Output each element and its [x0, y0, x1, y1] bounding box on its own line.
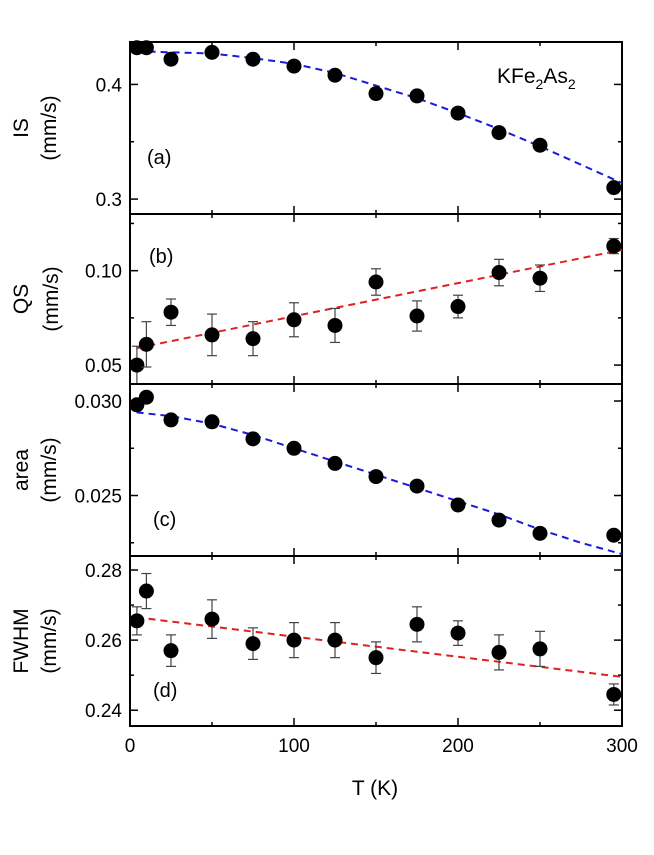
x-tick-label: 0 [125, 736, 136, 757]
y-axis-unit: (mm/s) [38, 437, 61, 502]
y-axis-label: FWHM [10, 608, 33, 673]
x-tick-label: 200 [442, 736, 474, 757]
y-axis-unit: (mm/s) [38, 608, 61, 673]
data-point [129, 357, 145, 373]
y-axis-unit: (mm/s) [40, 266, 63, 331]
data-point [450, 105, 466, 121]
data-point [129, 613, 145, 629]
data-point [450, 497, 466, 513]
data-point [491, 512, 507, 528]
data-point [491, 644, 507, 660]
y-tick-label: 0.26 [85, 631, 122, 652]
data-point [138, 40, 154, 56]
compound-label: KFe2As2 [497, 65, 576, 92]
y-tick-label: 0.025 [74, 487, 122, 508]
y-tick-label: 0.24 [85, 701, 122, 722]
panel-a: 0.3 0.4 IS (mm/s) (a) [10, 40, 623, 215]
data-point [327, 67, 343, 83]
data-point [606, 238, 622, 254]
data-point [450, 299, 466, 315]
data-point [327, 632, 343, 648]
data-point [204, 611, 220, 627]
data-point [409, 88, 425, 104]
y-axis-label: area [10, 449, 33, 491]
data-point [532, 525, 548, 541]
data-point [286, 312, 302, 328]
data-point [327, 317, 343, 333]
x-tick-label: 100 [278, 736, 310, 757]
data-point [491, 265, 507, 281]
panel-frame [129, 555, 623, 727]
y-tick-label: 0.3 [96, 190, 122, 211]
data-point [138, 389, 154, 405]
data-point [368, 86, 384, 102]
y-axis-label: QS [10, 284, 33, 314]
x-axis: 0 100 200 300 [125, 736, 638, 757]
data-point [286, 440, 302, 456]
data-point [163, 643, 179, 659]
data-point [368, 469, 384, 485]
y-tick-label: 0.05 [85, 356, 122, 377]
data-point [491, 125, 507, 141]
data-point [163, 412, 179, 428]
panel-b: 0.05 0.10 QS (mm/s) (b) [10, 213, 623, 385]
data-point [532, 137, 548, 153]
data-point [245, 431, 261, 447]
data-point [606, 180, 622, 196]
panel-tag: (a) [147, 147, 171, 169]
data-point [245, 51, 261, 67]
data-point [409, 616, 425, 632]
data-point [286, 632, 302, 648]
panel-tag: (c) [153, 509, 176, 531]
y-axis-label: IS [10, 118, 33, 138]
data-point [606, 527, 622, 543]
panel-tag: (d) [153, 680, 177, 702]
data-point [245, 636, 261, 652]
panel-c: 0.025 0.030 area (mm/s) (c) [10, 383, 623, 557]
data-point [606, 686, 622, 702]
data-point [368, 650, 384, 666]
panel-d: 0.24 0.26 0.28 FWHM (mm/s) (d) [10, 555, 623, 727]
data-point [327, 455, 343, 471]
panel-tag: (b) [149, 246, 173, 268]
data-point [409, 478, 425, 494]
data-point [204, 44, 220, 60]
data-point [286, 58, 302, 74]
y-tick-label: 0.4 [96, 75, 123, 96]
data-point [532, 270, 548, 286]
data-point [204, 327, 220, 343]
y-tick-label: 0.030 [74, 392, 122, 413]
y-tick-label: 0.28 [85, 561, 122, 582]
data-point [163, 304, 179, 320]
y-axis-unit: (mm/s) [38, 95, 61, 160]
x-axis-label: T (K) [352, 777, 398, 800]
data-point [138, 336, 154, 352]
fit-curve [136, 616, 623, 678]
data-point [450, 625, 466, 641]
fit-curve [136, 248, 623, 350]
data-point [368, 274, 384, 290]
data-point [204, 414, 220, 430]
y-tick-label: 0.10 [85, 262, 122, 283]
data-point [138, 583, 154, 599]
data-point [532, 641, 548, 657]
x-tick-label: 300 [606, 736, 638, 757]
data-point [163, 51, 179, 67]
data-point [409, 308, 425, 324]
data-point [245, 331, 261, 347]
